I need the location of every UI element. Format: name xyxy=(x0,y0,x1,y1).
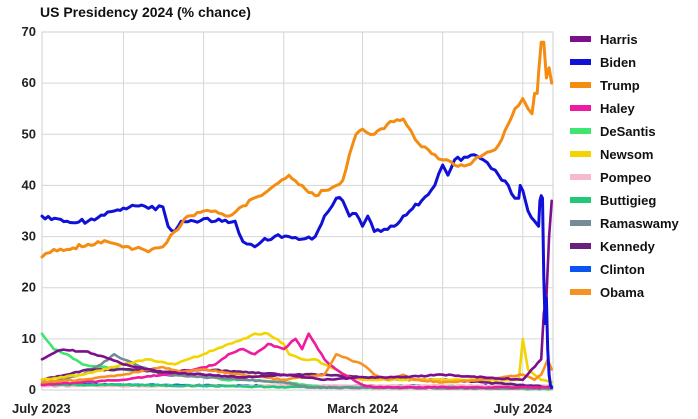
legend-swatch xyxy=(570,36,591,42)
legend-swatch xyxy=(570,82,591,88)
legend-swatch xyxy=(570,289,591,295)
legend-label: Pompeo xyxy=(600,170,651,185)
legend-label: Buttigieg xyxy=(600,193,656,208)
y-tick-label: 70 xyxy=(22,24,36,39)
x-tick-label: July 2023 xyxy=(12,401,71,416)
legend-item-desantis: DeSantis xyxy=(570,124,656,139)
legend-label: Biden xyxy=(600,55,636,70)
y-tick-label: 10 xyxy=(22,331,36,346)
legend-swatch xyxy=(570,174,591,180)
legend-swatch xyxy=(570,197,591,203)
legend-item-buttigieg: Buttigieg xyxy=(570,193,656,208)
legend-item-pompeo: Pompeo xyxy=(570,170,651,185)
legend-item-ramaswamy: Ramaswamy xyxy=(570,216,680,231)
series-line-trump xyxy=(40,40,554,259)
series-line-haley xyxy=(40,332,553,390)
legend-item-newsom: Newsom xyxy=(570,147,653,162)
legend-label: Harris xyxy=(600,32,638,47)
legend-label: Newsom xyxy=(600,147,653,162)
series-lines xyxy=(40,40,554,391)
y-tick-label: 50 xyxy=(22,126,36,141)
legend-label: Trump xyxy=(600,78,640,93)
legend-label: DeSantis xyxy=(600,124,656,139)
legend-item-harris: Harris xyxy=(570,32,638,47)
legend-label: Clinton xyxy=(600,262,645,277)
legend-item-haley: Haley xyxy=(570,101,635,116)
legend-swatch xyxy=(570,220,591,226)
legend-item-trump: Trump xyxy=(570,78,640,93)
legend-item-clinton: Clinton xyxy=(570,262,645,277)
chart-title: US Presidency 2024 (% chance) xyxy=(40,4,251,20)
legend-swatch xyxy=(570,128,591,134)
legend-label: Kennedy xyxy=(600,239,656,254)
y-tick-label: 30 xyxy=(22,229,36,244)
legend-item-biden: Biden xyxy=(570,55,636,70)
legend-item-kennedy: Kennedy xyxy=(570,239,656,254)
legend-swatch xyxy=(570,266,591,272)
x-tick-label: March 2024 xyxy=(327,401,399,416)
y-axis-ticks: 0 10 20 30 40 50 60 70 xyxy=(22,24,36,397)
legend-label: Ramaswamy xyxy=(600,216,680,231)
legend-swatch xyxy=(570,59,591,65)
legend-swatch xyxy=(570,243,591,249)
legend-item-obama: Obama xyxy=(570,285,645,300)
legend: Harris Biden Trump Haley DeSantis Newsom Pompe… xyxy=(570,32,680,300)
x-axis-ticks: July 2023 November 2023 March 2024 July 202… xyxy=(12,401,553,416)
grid xyxy=(41,31,554,391)
y-tick-label: 20 xyxy=(22,280,36,295)
y-tick-label: 60 xyxy=(22,75,36,90)
x-tick-label: November 2023 xyxy=(156,401,252,416)
plot-frame xyxy=(41,31,554,391)
legend-swatch xyxy=(570,105,591,111)
series-line-obama xyxy=(40,352,553,384)
series-line-biden xyxy=(40,153,554,389)
series-line-harris xyxy=(40,199,553,382)
y-tick-label: 0 xyxy=(29,382,36,397)
legend-swatch xyxy=(570,151,591,157)
y-tick-label: 40 xyxy=(22,177,36,192)
legend-label: Obama xyxy=(600,285,645,300)
legend-label: Haley xyxy=(600,101,635,116)
x-tick-label: July 2024 xyxy=(494,401,553,416)
